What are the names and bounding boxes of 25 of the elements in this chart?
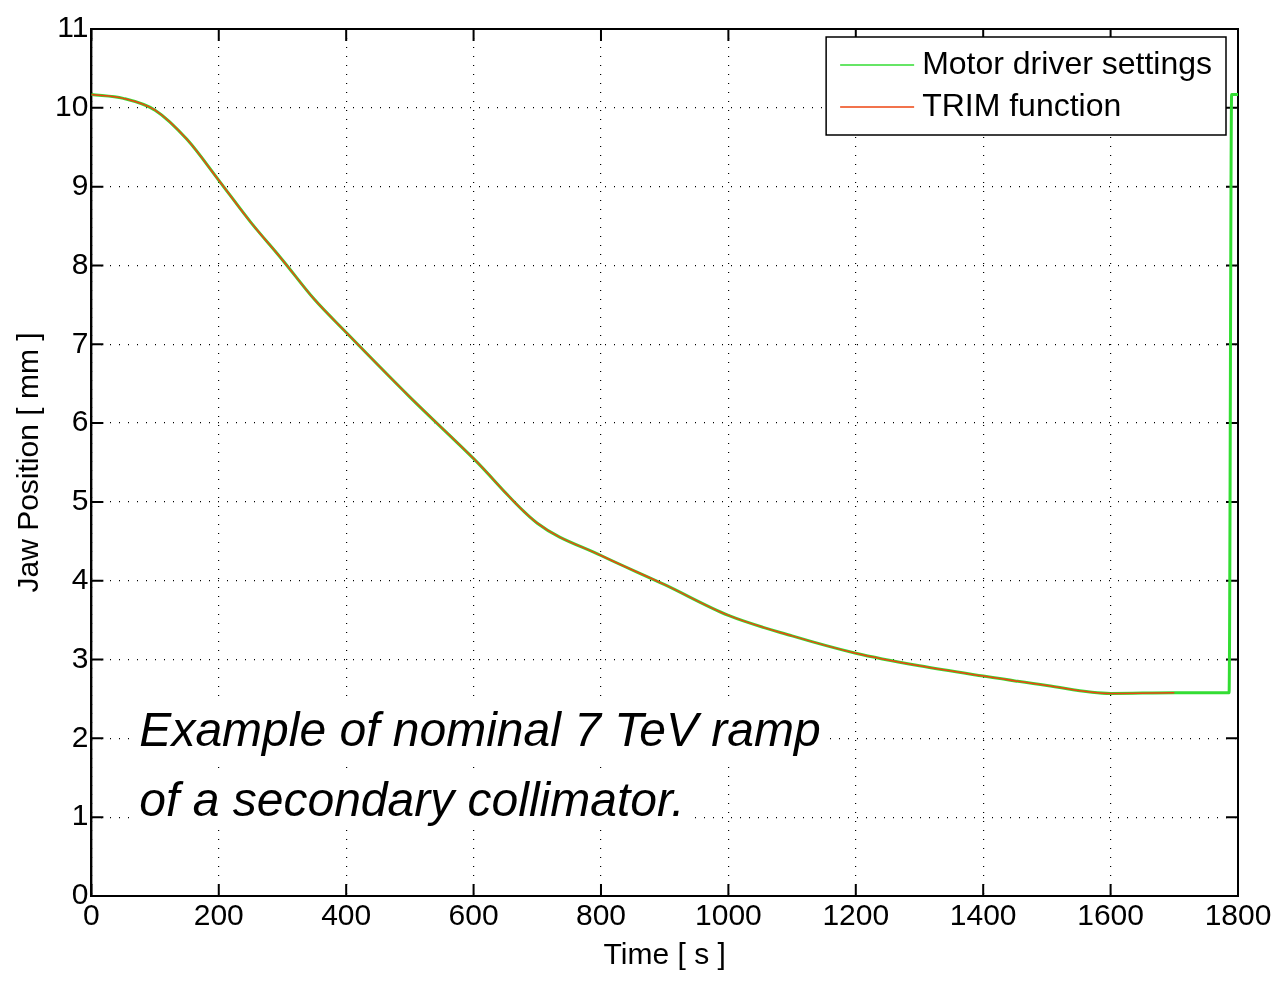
legend-label: Motor driver settings	[922, 44, 1212, 81]
x-tick-label: 1600	[1077, 898, 1144, 932]
x-tick-label: 1800	[1204, 898, 1272, 932]
x-tick-label: 400	[321, 898, 372, 932]
y-tick-label: 5	[71, 483, 89, 517]
y-tick-label: 11	[57, 10, 89, 44]
y-tick-label: 2	[71, 719, 89, 753]
y-tick-label: 3	[71, 640, 89, 674]
y-tick-label: 7	[71, 325, 89, 359]
x-tick-label: 600	[448, 898, 499, 932]
y-tick-label: 9	[71, 167, 89, 201]
x-tick-label: 1000	[695, 898, 762, 932]
x-tick-label: 1200	[822, 898, 890, 932]
annotation: Example of nominal 7 TeV ramp of a secondary collimator.	[139, 703, 821, 826]
y-tick-label: 8	[71, 246, 89, 280]
y-tick-label: 1	[71, 798, 89, 832]
y-tick-label: 10	[54, 89, 89, 123]
x-tick-label: 1400	[949, 898, 1017, 932]
legend-label: TRIM function	[922, 86, 1122, 123]
x-tick-label: 200	[193, 898, 244, 932]
x-tick-label: 800	[575, 898, 627, 932]
x-axis-title: Time [ s ]	[603, 937, 726, 971]
y-tick-label: 4	[71, 561, 89, 595]
y-axis-title: Jaw Position [ mm ]	[11, 332, 45, 593]
y-tick-label: 6	[71, 404, 89, 438]
